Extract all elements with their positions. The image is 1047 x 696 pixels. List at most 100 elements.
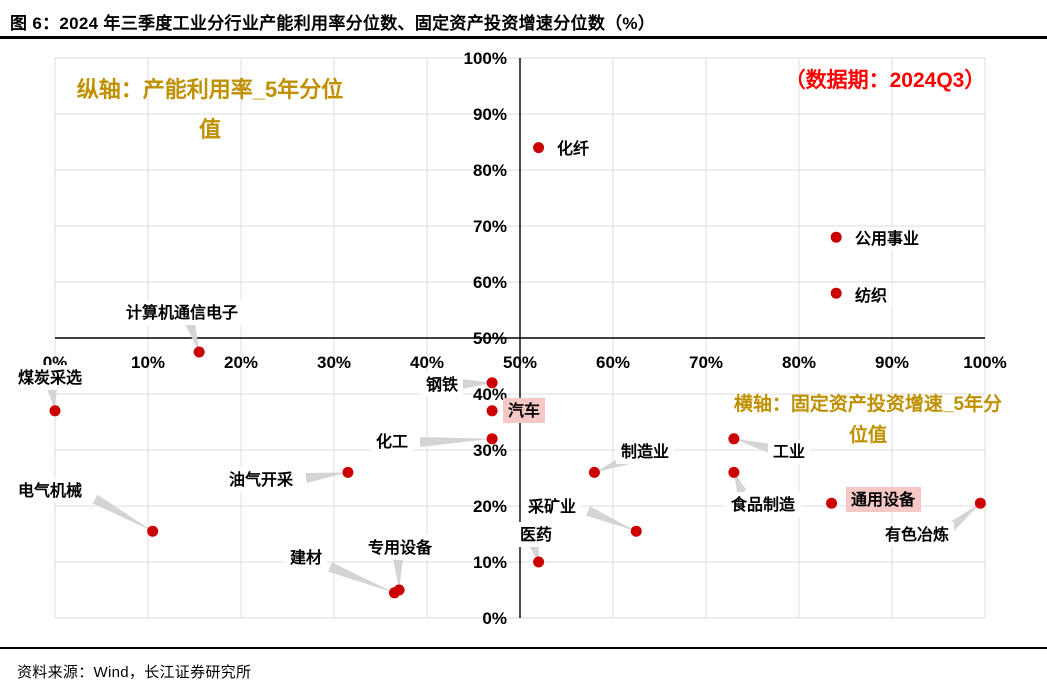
label-callout — [461, 379, 493, 389]
data-point-label: 建材 — [290, 548, 322, 567]
x-tick-label: 50% — [503, 353, 537, 372]
label-callout — [586, 506, 637, 532]
label-callout — [946, 503, 981, 532]
y-tick-label: 80% — [473, 161, 507, 180]
label-callout — [305, 472, 348, 483]
data-point-label: 有色冶炼 — [885, 525, 949, 544]
data-point-label: 工业 — [773, 443, 805, 461]
data-point-label: 食品制造 — [730, 495, 796, 514]
data-point — [830, 231, 842, 243]
label-bg — [880, 522, 955, 547]
label-bg — [421, 372, 464, 397]
data-point-label: 通用设备 — [851, 490, 916, 509]
data-point-label: 汽车 — [508, 401, 540, 420]
data-point-label: 钢铁 — [426, 375, 458, 394]
label-bg — [13, 365, 88, 390]
label-callout — [393, 557, 403, 590]
data-point — [728, 466, 740, 478]
x-tick-label: 30% — [317, 353, 351, 372]
y-axis-annotation: 纵轴：产能利用率_5年分位 值 — [40, 70, 380, 150]
x-tick-label: 20% — [224, 353, 258, 372]
y-tick-label: 50% — [473, 329, 507, 348]
label-bg — [522, 494, 582, 519]
label-bg — [363, 535, 439, 560]
label-callout — [733, 472, 747, 494]
y-tick-label: 20% — [473, 497, 507, 516]
label-bg — [552, 136, 595, 161]
data-period-annotation: （数据期：2024Q3） — [784, 69, 986, 92]
data-point-label: 化纤 — [557, 139, 589, 158]
x-axis-annotation: 横轴：固定资产投资增速_5年分 位值 — [722, 389, 1014, 451]
data-point-label: 医药 — [520, 525, 552, 544]
data-point — [486, 405, 498, 417]
label-bg — [768, 440, 811, 464]
data-point — [974, 497, 986, 509]
label-bg — [121, 300, 244, 325]
y-tick-label: 40% — [473, 385, 507, 404]
label-callout — [419, 437, 493, 447]
label-callout — [185, 321, 200, 352]
data-point — [588, 466, 600, 478]
data-point — [533, 142, 545, 154]
x-tick-label: 40% — [410, 353, 444, 372]
data-point-label: 采矿业 — [527, 497, 576, 516]
data-point-label: 煤炭采选 — [18, 368, 82, 387]
data-point — [49, 405, 61, 417]
data-point — [486, 377, 498, 389]
y-tick-label: 10% — [473, 553, 507, 572]
data-point-label: 专用设备 — [368, 538, 433, 557]
label-callout — [733, 438, 774, 454]
y-tick-label: 30% — [473, 441, 507, 460]
x-tick-label: 60% — [596, 353, 630, 372]
y-tick-label: 60% — [473, 273, 507, 292]
data-point-label: 油气开采 — [229, 470, 293, 489]
data-point — [486, 433, 498, 445]
data-point — [342, 466, 354, 478]
label-highlight-bg — [846, 487, 922, 512]
label-bg — [850, 283, 893, 308]
label-bg — [13, 478, 88, 503]
data-point-label: 制造业 — [621, 442, 669, 461]
label-bg — [371, 429, 414, 454]
data-point — [388, 587, 400, 599]
label-bg — [725, 492, 802, 517]
x-tick-label: 100% — [963, 353, 1006, 372]
label-bg — [850, 227, 925, 251]
figure-title: 图 6：2024 年三季度工业分行业产能利用率分位数、固定资产投资增速分位数（%… — [10, 14, 656, 33]
data-point-label: 电气机械 — [18, 481, 82, 500]
label-callout — [47, 387, 57, 411]
x-tick-label: 80% — [782, 353, 816, 372]
title-divider — [0, 36, 1047, 39]
data-point-label: 纺织 — [855, 286, 887, 305]
y-tick-label: 100% — [464, 49, 507, 68]
data-point-label: 公用事业 — [855, 230, 919, 248]
source-note: 资料来源：Wind，长江证券研究所 — [17, 664, 252, 681]
label-bg — [616, 439, 675, 464]
data-point — [533, 556, 545, 568]
data-point-label: 计算机通信电子 — [126, 303, 238, 322]
x-axis-annotation-line2: 位值 — [848, 425, 887, 446]
data-point — [826, 497, 838, 509]
x-tick-label: 10% — [131, 353, 165, 372]
label-bg — [224, 467, 299, 492]
x-tick-label: 70% — [689, 353, 723, 372]
data-point — [830, 287, 842, 299]
y-axis-annotation-line1: 纵轴：产能利用率_5年分位 — [76, 77, 344, 102]
label-callout — [328, 562, 395, 593]
data-point — [147, 525, 159, 537]
source-divider — [0, 647, 1047, 649]
label-bg — [285, 545, 328, 570]
data-point — [630, 525, 642, 537]
y-tick-label: 90% — [473, 105, 507, 124]
x-tick-label: 90% — [875, 353, 909, 372]
y-axis-annotation-line2: 值 — [198, 117, 221, 142]
y-tick-label: 0% — [482, 609, 507, 628]
x-axis-annotation-line1: 横轴：固定资产投资增速_5年分 — [733, 394, 1003, 415]
label-callout — [92, 494, 153, 532]
y-tick-label: 70% — [473, 217, 507, 236]
label-highlight-bg — [503, 398, 546, 423]
label-bg — [515, 522, 558, 547]
data-point — [728, 433, 740, 445]
